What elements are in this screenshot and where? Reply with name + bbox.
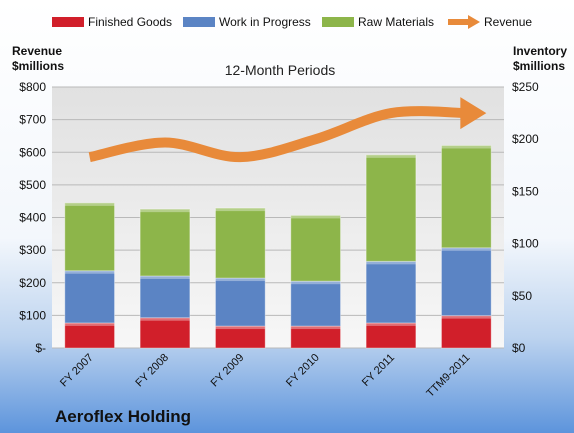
bar-finished-goods xyxy=(365,322,417,349)
bar-highlight xyxy=(64,202,115,206)
bar-raw-materials xyxy=(290,214,342,282)
bar-work-in-progress xyxy=(365,260,417,324)
bar-highlight xyxy=(64,322,115,326)
revenue-line xyxy=(88,106,467,163)
bar-highlight xyxy=(140,275,190,279)
bar-highlight xyxy=(290,326,341,330)
left-axis-tick-label: $600 xyxy=(19,145,46,159)
right-axis-label-line1: Inventory xyxy=(513,44,567,58)
bar-highlight xyxy=(215,278,266,282)
left-axis-tick-label: $700 xyxy=(19,113,46,127)
left-axis-tick-label: $400 xyxy=(19,211,46,225)
bar-work-in-progress xyxy=(290,280,342,327)
bar-finished-goods xyxy=(214,325,266,349)
bar-finished-goods xyxy=(290,325,342,349)
left-axis-tick-label: $200 xyxy=(19,276,46,290)
right-axis-tick-label: $150 xyxy=(512,184,539,198)
company-name: Aeroflex Holding xyxy=(55,407,191,426)
revenue-arrowhead xyxy=(460,97,487,130)
bar-highlight xyxy=(290,281,341,285)
bar-raw-materials xyxy=(64,202,116,272)
bar-finished-goods xyxy=(64,322,116,349)
legend-arrowhead xyxy=(468,15,480,29)
bar-highlight xyxy=(64,270,115,274)
bar-raw-materials xyxy=(214,207,266,279)
bar-finished-goods xyxy=(440,315,492,349)
bars xyxy=(64,144,492,349)
bar-highlight xyxy=(215,208,266,212)
bar-work-in-progress xyxy=(139,275,191,319)
chart-title: 12-Month Periods xyxy=(225,62,336,78)
left-axis-tick-label: $100 xyxy=(19,308,46,322)
right-axis-tick-label: $250 xyxy=(512,80,539,94)
bar-raw-materials xyxy=(365,154,417,262)
legend-label: Revenue xyxy=(484,15,532,29)
bar-work-in-progress xyxy=(64,270,116,324)
bar-highlight xyxy=(140,209,190,213)
bar-highlight xyxy=(366,261,416,265)
legend-label: Raw Materials xyxy=(358,15,434,29)
left-axis-tick-label: $300 xyxy=(19,243,46,257)
bar-highlight xyxy=(366,154,416,158)
right-axis-tick-label: $200 xyxy=(512,132,539,146)
left-axis-label-line1: Revenue xyxy=(12,44,62,58)
bar-work-in-progress xyxy=(440,247,492,317)
bar-highlight xyxy=(215,326,266,330)
legend-label: Work in Progress xyxy=(219,15,311,29)
bar-highlight xyxy=(140,317,190,321)
left-axis-tick-label: $- xyxy=(35,341,46,355)
right-axis-label-line2: $millions xyxy=(513,59,565,73)
left-axis-tick-label: $500 xyxy=(19,178,46,192)
legend-label: Finished Goods xyxy=(88,15,172,29)
bar-highlight xyxy=(441,247,492,251)
legend-swatch xyxy=(52,17,84,27)
legend-swatch xyxy=(183,17,215,27)
right-axis-tick-label: $100 xyxy=(512,237,539,251)
bar-highlight xyxy=(441,145,492,149)
bar-highlight xyxy=(290,215,341,219)
bar-finished-goods xyxy=(139,317,191,349)
bar-raw-materials xyxy=(440,144,492,249)
bar-raw-materials xyxy=(139,208,191,277)
bar-highlight xyxy=(441,315,492,319)
legend: Finished Goods Work in Progress Raw Materi… xyxy=(52,15,532,29)
left-axis-tick-label: $800 xyxy=(19,80,46,94)
legend-swatch xyxy=(322,17,354,27)
right-axis-tick-label: $50 xyxy=(512,289,532,303)
left-axis-label-line2: $millions xyxy=(12,59,64,73)
revenue-line-layer xyxy=(88,97,487,163)
bar-highlight xyxy=(366,322,416,326)
right-axis-tick-label: $0 xyxy=(512,341,526,355)
bar-work-in-progress xyxy=(214,277,266,327)
